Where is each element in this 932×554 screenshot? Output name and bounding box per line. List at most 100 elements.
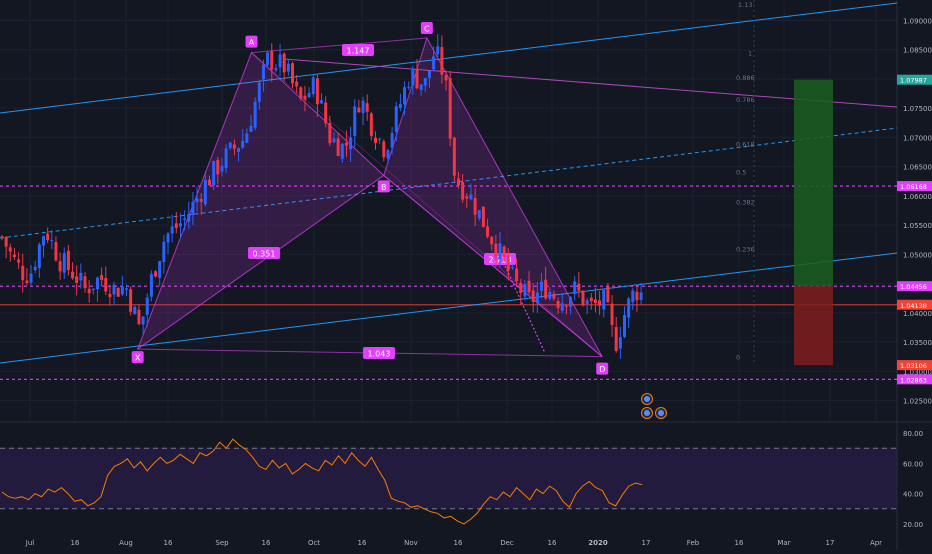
- fib-label: 0.618: [736, 140, 755, 148]
- candle-body: [427, 70, 431, 78]
- candle-body: [91, 288, 95, 290]
- price-badge-label: 1.06168: [900, 183, 927, 191]
- candle-body: [286, 63, 290, 72]
- candle-body: [369, 113, 373, 137]
- candle-body: [623, 315, 626, 337]
- candle-body: [382, 141, 386, 158]
- price-tick-label: 1.05000: [903, 251, 932, 259]
- price-tick-label: 1.04000: [903, 310, 932, 318]
- candle-body: [166, 233, 170, 243]
- candle-body: [407, 86, 411, 88]
- candle-body: [79, 272, 83, 281]
- time-tick-label: Nov: [404, 539, 418, 547]
- candle-body: [29, 273, 33, 283]
- candle-body: [398, 103, 402, 109]
- candle-body: [199, 198, 203, 202]
- candle-body: [8, 247, 12, 252]
- candle-body: [311, 77, 315, 95]
- candle-body: [266, 52, 270, 66]
- candle-body: [519, 282, 523, 294]
- pattern-point-label: C: [424, 25, 430, 34]
- candle-body: [490, 236, 494, 245]
- candle-body: [610, 303, 614, 326]
- candle-body: [170, 226, 174, 234]
- candle-body: [618, 337, 622, 349]
- candle-body: [573, 281, 577, 294]
- candle-body: [602, 289, 606, 310]
- pattern-point-badge: [420, 22, 433, 35]
- candle-body: [158, 261, 162, 279]
- candle-body: [481, 206, 485, 228]
- candle-body: [461, 182, 465, 200]
- pattern-point-badge: [245, 35, 258, 48]
- candle-body: [112, 284, 116, 295]
- time-tick-label: 16: [454, 539, 463, 547]
- candle-body: [336, 138, 340, 157]
- event-icon-core: [644, 410, 650, 416]
- channel-mid-line: [0, 127, 898, 239]
- candle-body: [589, 297, 593, 302]
- pattern-ratio-label: 1.043: [368, 350, 391, 359]
- candle-body: [639, 292, 643, 301]
- candle-body: [174, 223, 178, 228]
- pattern-dotted-projection: [499, 254, 546, 354]
- pattern-point-badge: [377, 180, 390, 193]
- candle-body: [282, 53, 286, 73]
- time-tick-label: Oct: [308, 539, 320, 547]
- candle-body: [278, 54, 282, 68]
- candle-body: [569, 297, 573, 307]
- candle-body: [257, 82, 261, 102]
- time-tick-label: 2020: [588, 539, 608, 547]
- candle-body: [303, 95, 307, 100]
- candle-body: [125, 288, 128, 290]
- candle-body: [469, 194, 473, 200]
- candle-body: [21, 265, 25, 281]
- pattern-point-badge: [596, 362, 609, 375]
- price-tick-label: 1.09000: [903, 17, 932, 25]
- rsi-tick-label: 60.00: [903, 460, 923, 468]
- candle-body: [324, 102, 328, 124]
- candle-body: [498, 243, 502, 260]
- candle-body: [54, 242, 58, 261]
- candle-body: [523, 284, 527, 297]
- candle-body: [178, 223, 182, 227]
- candle-body: [241, 140, 245, 148]
- candle-body: [349, 137, 353, 150]
- time-tick-label: 16: [548, 539, 557, 547]
- candle-body: [220, 165, 224, 172]
- candle-body: [540, 281, 543, 291]
- time-tick-label: Dec: [500, 539, 514, 547]
- pattern-ac-line: [251, 37, 427, 54]
- time-tick-label: 16: [358, 539, 367, 547]
- candle-body: [154, 271, 158, 277]
- candle-body: [535, 292, 539, 304]
- price-tick-label: 1.06500: [903, 164, 932, 172]
- pattern-point-label: X: [135, 354, 141, 363]
- loss-zone: [794, 286, 833, 366]
- candle-body: [328, 123, 332, 144]
- price-tick-label: 1.06000: [903, 193, 932, 201]
- candle-body: [183, 218, 187, 220]
- pattern-ad-line: [251, 52, 603, 357]
- candle-body: [436, 46, 440, 55]
- candle-body: [108, 293, 112, 298]
- candle-body: [465, 196, 469, 199]
- candle-body: [17, 259, 21, 263]
- candle-body: [50, 240, 54, 242]
- candle-body: [585, 300, 589, 304]
- candle-body: [423, 78, 427, 86]
- candle-body: [137, 309, 141, 325]
- candle-body: [494, 243, 498, 258]
- price-badge-label: 1.04456: [900, 283, 927, 291]
- candle-body: [104, 278, 108, 292]
- pattern-point-label: D: [599, 365, 605, 374]
- candle-body: [510, 267, 514, 269]
- candle-body: [315, 78, 319, 105]
- candle-body: [544, 279, 548, 299]
- candle-body: [162, 241, 166, 262]
- time-tick-label: Aug: [119, 539, 133, 547]
- candle-body: [320, 100, 324, 104]
- fib-label: 1.13: [738, 1, 752, 9]
- candle-body: [249, 125, 253, 132]
